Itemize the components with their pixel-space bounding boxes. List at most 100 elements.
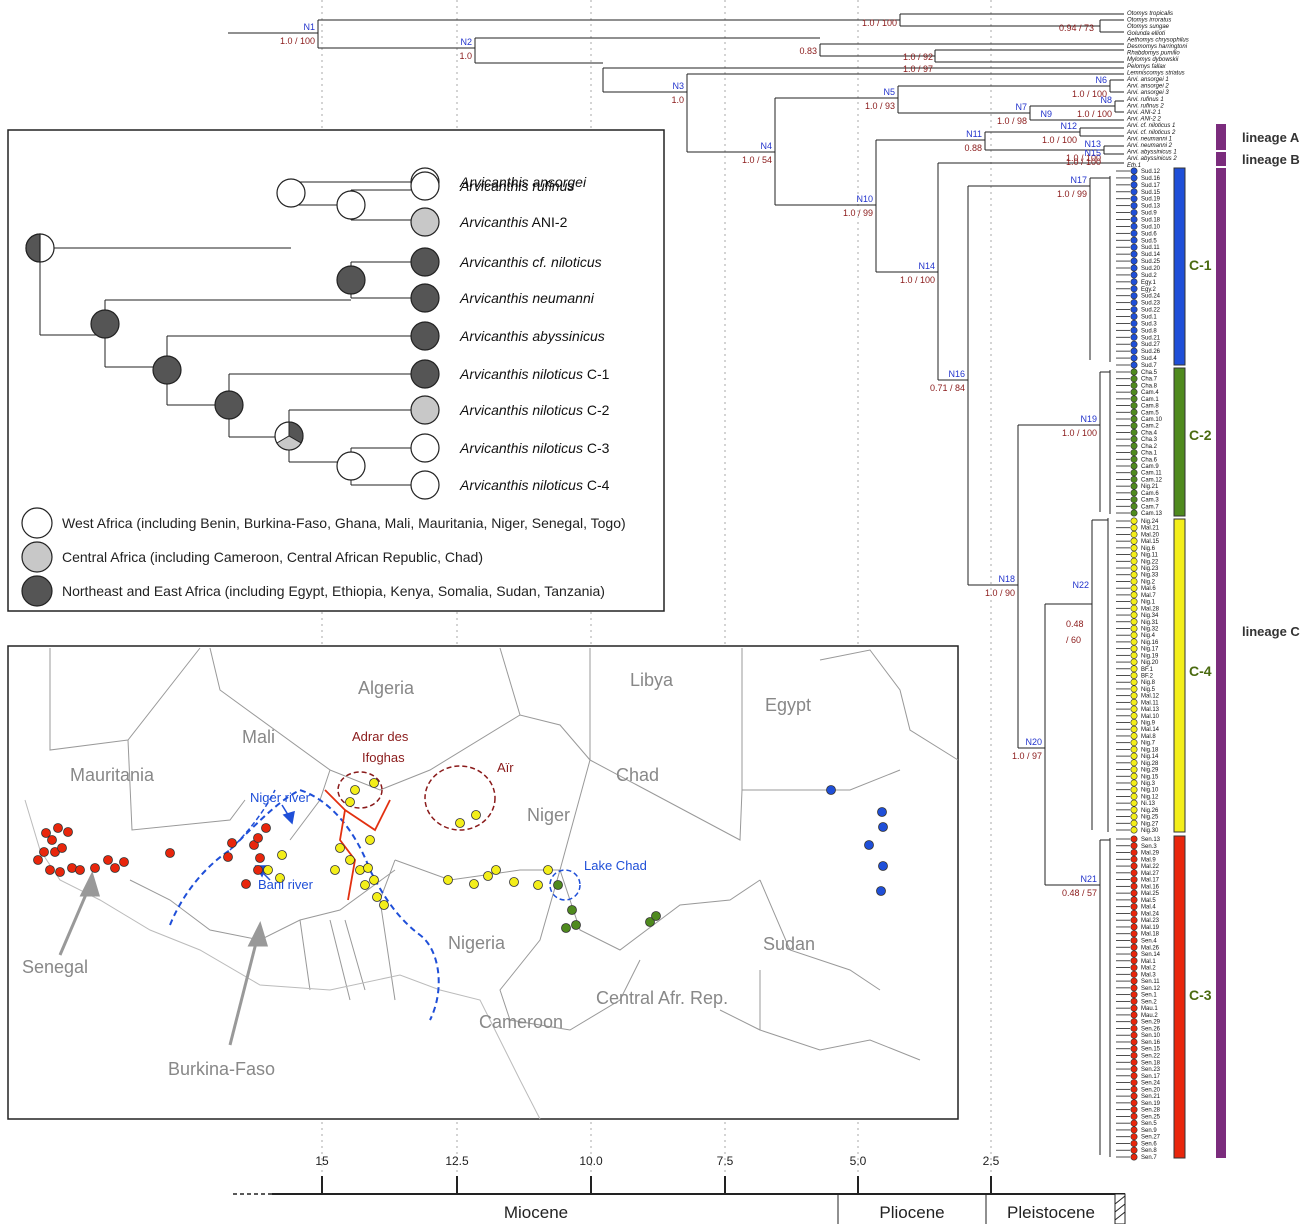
taxon-label: Sen.19: [1141, 1101, 1161, 1107]
taxon-label: Cha.2: [1141, 444, 1158, 450]
taxon-label: Sen.20: [1141, 1087, 1161, 1093]
taxon-label: Nig.5: [1141, 687, 1156, 693]
taxon-label: Cam.6: [1141, 491, 1159, 497]
lineage-bar-c: [1216, 168, 1226, 1158]
taxon-label: Mal.17: [1141, 878, 1160, 884]
map-dot: [223, 852, 233, 862]
tip-dot: [1130, 271, 1138, 279]
tip-dot: [1130, 923, 1138, 931]
tip-dot: [1130, 489, 1138, 497]
node-id-n20: N20: [1025, 737, 1042, 747]
map-dot: [335, 843, 345, 853]
map-dot: [33, 855, 43, 865]
inset-node: [410, 207, 440, 237]
tip-dot: [1130, 1146, 1138, 1154]
node-id-n17: N17: [1070, 175, 1087, 185]
taxon-label: Nig.26: [1141, 808, 1159, 814]
map-dot: [41, 828, 51, 838]
map-dot: [261, 823, 271, 833]
tip-dot: [1130, 779, 1138, 787]
map-label-nigeria: Nigeria: [448, 933, 506, 953]
map-dot: [651, 911, 661, 921]
map-dot: [57, 843, 67, 853]
taxon-label: Sen.11: [1141, 979, 1160, 985]
taxon-label: Sud.17: [1141, 183, 1161, 189]
node-id-n9: N9: [1040, 109, 1052, 119]
tip-dot: [1130, 243, 1138, 251]
taxon-label: Cam.9: [1141, 464, 1159, 470]
tip-dot: [1130, 624, 1138, 632]
map-dot: [878, 861, 888, 871]
taxon-label: Mal.25: [1141, 891, 1160, 897]
tip-dot: [1130, 997, 1138, 1005]
tip-dot: [1130, 896, 1138, 904]
tip-dot: [1130, 957, 1138, 965]
inset-node: [336, 265, 366, 295]
taxon-label: Mal.19: [1141, 925, 1160, 931]
map-label-cameroon: Cameroon: [479, 1012, 563, 1032]
map-dot: [553, 880, 563, 890]
taxon-label: Arvi. ANI-2 1: [1126, 110, 1161, 116]
taxon-label: Sud.26: [1141, 349, 1161, 355]
taxon-label: Mal.21: [1141, 526, 1160, 532]
lake-chad-ellipse: [549, 869, 581, 901]
taxon-label: Mal.28: [1141, 606, 1160, 612]
tip-dot: [1130, 1106, 1138, 1114]
map-dot: [55, 867, 65, 877]
tip-dot: [1130, 732, 1138, 740]
clade-bar-c3: [1173, 835, 1186, 1159]
lineage-bar-b: [1216, 152, 1226, 166]
tip-dot: [1130, 347, 1138, 355]
node-id-n12: N12: [1060, 121, 1077, 131]
taxon-label: Nig.9: [1141, 721, 1156, 727]
map-dot: [509, 877, 519, 887]
map-dot: [227, 838, 237, 848]
node-id-n1: N1: [303, 22, 315, 32]
node-id-n8: N8: [1100, 95, 1112, 105]
tip-dot: [1130, 167, 1138, 175]
tip-dot: [1130, 842, 1138, 850]
axis-tick-2-5: 2.5: [983, 1154, 1000, 1168]
inset-taxon-label: Arvicanthis niloticus C-3: [459, 440, 610, 456]
tip-dot: [1130, 1133, 1138, 1141]
map-label-niger-river: Niger river: [250, 790, 311, 805]
taxon-label: Sud.1: [1141, 315, 1157, 321]
map-dot: [561, 923, 571, 933]
node-id-n14: N14: [918, 261, 935, 271]
node-support-n22b: / 60: [1066, 635, 1081, 645]
map-label-adrar-1: Adrar des: [352, 729, 409, 744]
taxon-label: Mal.12: [1141, 694, 1160, 700]
taxon-label: Sen.18: [1141, 1060, 1161, 1066]
tip-dot: [1130, 1045, 1138, 1053]
taxon-label: Sen.12: [1141, 986, 1161, 992]
air-ellipse: [424, 765, 496, 831]
tip-dot: [1130, 428, 1138, 436]
tip-dot: [1130, 236, 1138, 244]
taxon-label: Sud.14: [1141, 252, 1161, 258]
taxon-label: Cha.4: [1141, 430, 1158, 436]
taxon-label: Sud.27: [1141, 342, 1161, 348]
taxon-label: Nig.16: [1141, 640, 1159, 646]
legend-swatch-central: [21, 541, 53, 573]
tip-dot: [1130, 544, 1138, 552]
tip-dot: [1130, 422, 1138, 430]
inset-node: [410, 171, 440, 201]
taxon-label: Cha.8: [1141, 383, 1158, 389]
tip-dot: [1130, 216, 1138, 224]
taxon-label: Mal.10: [1141, 714, 1160, 720]
tip-dot: [1130, 229, 1138, 237]
taxon-label: Nig.7: [1141, 741, 1156, 747]
inset-taxon-label: Arvicanthis rufinus: [459, 178, 574, 194]
tip-dot: [1130, 671, 1138, 679]
tip-dot: [1130, 882, 1138, 890]
node-support-n13: 1.0 / 100: [1066, 153, 1101, 163]
taxon-label: Sen.9: [1141, 1128, 1157, 1134]
tip-dot: [1130, 571, 1138, 579]
taxon-label: Sen.21: [1141, 1094, 1161, 1100]
taxon-label: Cam.4: [1141, 390, 1159, 396]
map-dot: [75, 865, 85, 875]
tip-dot: [1130, 1038, 1138, 1046]
inset-node: [214, 390, 244, 420]
